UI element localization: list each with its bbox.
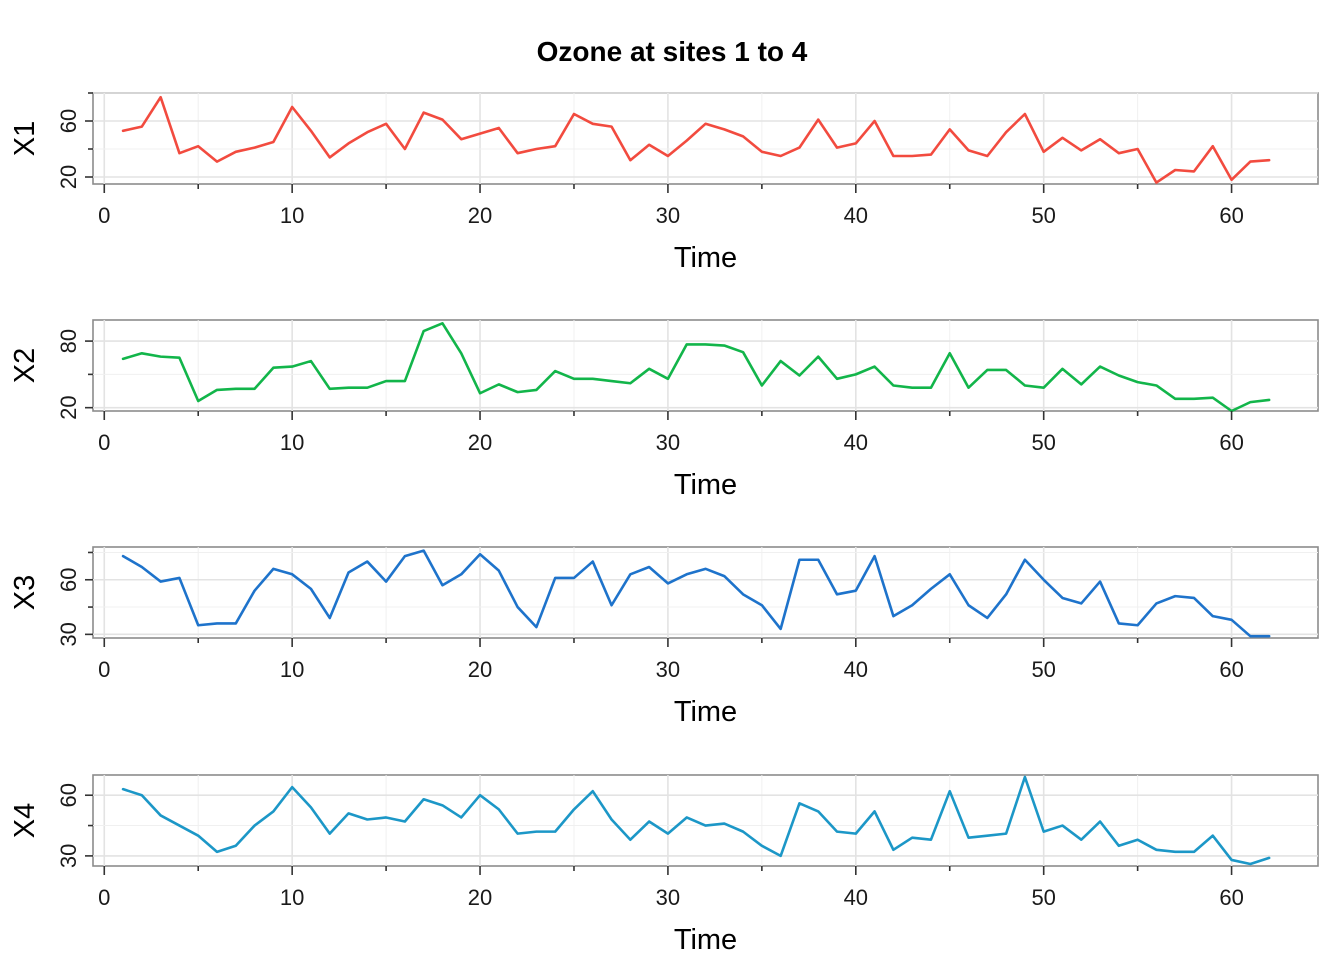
y-tick-label: 20 xyxy=(56,395,81,419)
x-tick-label: 40 xyxy=(844,430,868,455)
x-axis-title: Time xyxy=(674,696,737,728)
y-tick-label: 30 xyxy=(56,844,81,868)
x-tick-label: 40 xyxy=(844,885,868,910)
series-line-x2 xyxy=(121,322,1271,413)
panel-background xyxy=(92,92,1319,185)
x-tick-label: 40 xyxy=(844,657,868,682)
x-tick-label: 10 xyxy=(280,203,304,228)
x-tick-label: 0 xyxy=(98,203,110,228)
x-tick-label: 0 xyxy=(98,657,110,682)
x-tick-label: 10 xyxy=(280,885,304,910)
x-tick-label: 20 xyxy=(468,885,492,910)
panel-background xyxy=(92,774,1319,867)
x-tick-label: 60 xyxy=(1219,430,1243,455)
x-tick-label: 0 xyxy=(98,430,110,455)
y-tick-label: 30 xyxy=(56,622,81,646)
x-tick-label: 60 xyxy=(1219,885,1243,910)
series-line-x1 xyxy=(121,95,1271,184)
x-tick-label: 10 xyxy=(280,430,304,455)
y-axis-title: X1 xyxy=(9,121,41,156)
y-tick-label: 20 xyxy=(56,165,81,189)
panels: 0 10 20 30 40 50 60 20 60 X1 Time 0 10 20 30 40 50 60 20 80… xyxy=(9,92,1319,956)
x-tick-label: 0 xyxy=(98,885,110,910)
x-tick-label: 60 xyxy=(1219,657,1243,682)
x-tick-label: 40 xyxy=(844,203,868,228)
x-axis-title: Time xyxy=(674,924,737,956)
panel-4: 0 10 20 30 40 50 60 30 60 X4 Time xyxy=(9,774,1319,956)
x-axis-title: Time xyxy=(674,469,737,501)
x-tick-label: 20 xyxy=(468,430,492,455)
panel-2: 0 10 20 30 40 50 60 20 80 X2 Time xyxy=(9,319,1319,501)
y-tick-label: 60 xyxy=(56,783,81,807)
x-tick-label: 50 xyxy=(1031,203,1055,228)
x-tick-label: 50 xyxy=(1031,657,1055,682)
panel-background xyxy=(92,546,1319,639)
chart-title: Ozone at sites 1 to 4 xyxy=(537,36,808,67)
x-tick-label: 30 xyxy=(656,657,680,682)
x-tick-label: 30 xyxy=(656,203,680,228)
x-tick-label: 30 xyxy=(656,430,680,455)
panel-1: 0 10 20 30 40 50 60 20 60 X1 Time xyxy=(9,92,1319,274)
y-tick-label: 60 xyxy=(56,109,81,133)
y-axis-title: X4 xyxy=(9,803,41,838)
x-tick-label: 20 xyxy=(468,657,492,682)
panel-3: 0 10 20 30 40 50 60 30 60 X3 Time xyxy=(9,546,1319,728)
x-tick-label: 30 xyxy=(656,885,680,910)
x-tick-label: 60 xyxy=(1219,203,1243,228)
y-axis-title: X2 xyxy=(9,348,41,383)
x-tick-label: 50 xyxy=(1031,430,1055,455)
x-tick-label: 50 xyxy=(1031,885,1055,910)
x-tick-label: 10 xyxy=(280,657,304,682)
panel-background xyxy=(92,319,1319,412)
x-axis-title: Time xyxy=(674,242,737,274)
y-tick-label: 80 xyxy=(56,329,81,353)
y-tick-label: 60 xyxy=(56,568,81,592)
series-line-x3 xyxy=(121,549,1271,638)
series-line-x4 xyxy=(121,775,1271,866)
y-axis-title: X3 xyxy=(9,575,41,610)
x-tick-label: 20 xyxy=(468,203,492,228)
